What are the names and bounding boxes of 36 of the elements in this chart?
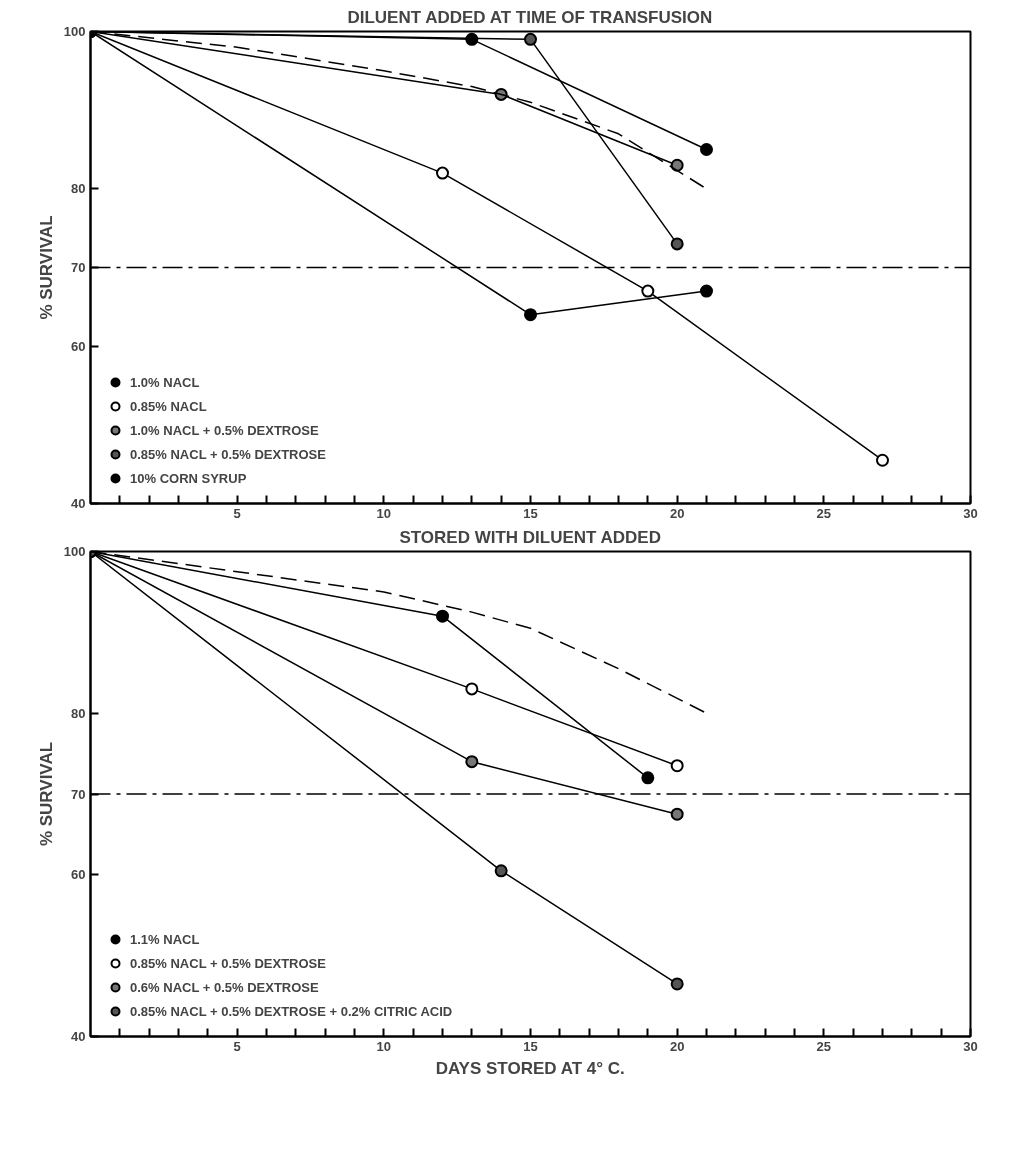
x-tick-label: 10 <box>376 505 392 521</box>
x-tick-label: 25 <box>816 505 832 521</box>
y-tick-label: 100 <box>63 24 86 39</box>
x-tick-label: 30 <box>963 1038 978 1054</box>
chart-title: DILUENT ADDED AT TIME OF TRANSFUSION <box>347 7 713 27</box>
legend-label: 0.85% NACL <box>130 398 207 414</box>
legend-label: 0.85% NACL + 0.5% DEXTROSE + 0.2% CITRIC ACID <box>130 1003 453 1019</box>
y-axis-title: % SURVIVAL <box>36 215 56 320</box>
y-tick-label: 80 <box>71 181 86 197</box>
legend-label: 1.0% NACL <box>130 374 200 390</box>
legend-label: 0.85% NACL + 0.5% DEXTROSE <box>130 955 326 971</box>
legend-label: 0.85% NACL + 0.5% DEXTROSE <box>130 446 326 462</box>
x-tick-label: 20 <box>669 1038 685 1054</box>
chart-title: STORED WITH DILUENT ADDED <box>399 527 661 547</box>
x-tick-label: 25 <box>816 1038 832 1054</box>
x-tick-label: 15 <box>523 505 538 521</box>
y-tick-label: 60 <box>71 867 86 883</box>
legend-label: 1.0% NACL + 0.5% DEXTROSE <box>130 422 319 438</box>
x-tick-label: 5 <box>233 1038 241 1054</box>
y-tick-label: 70 <box>71 260 86 275</box>
y-tick-label: 70 <box>71 786 86 802</box>
legend-label: 0.6% NACL + 0.5% DEXTROSE <box>130 979 319 995</box>
x-tick-label: 20 <box>669 505 685 521</box>
legend-label: 10% CORN SYRUP <box>130 470 247 486</box>
y-axis-title: % SURVIVAL <box>36 741 56 847</box>
y-tick-label: 80 <box>71 705 86 721</box>
x-tick-label: 30 <box>963 505 978 521</box>
legend-label: 1.1% NACL <box>130 931 200 947</box>
y-tick-label: 100 <box>63 544 86 559</box>
y-tick-label: 60 <box>71 338 86 354</box>
x-tick-label: 15 <box>523 1038 538 1054</box>
x-tick-label: 5 <box>233 505 241 521</box>
y-tick-label: 40 <box>71 496 86 511</box>
y-tick-label: 40 <box>71 1029 86 1044</box>
x-tick-label: 10 <box>376 1038 392 1054</box>
x-axis-title: DAYS STORED AT 4° C. <box>435 1058 625 1078</box>
